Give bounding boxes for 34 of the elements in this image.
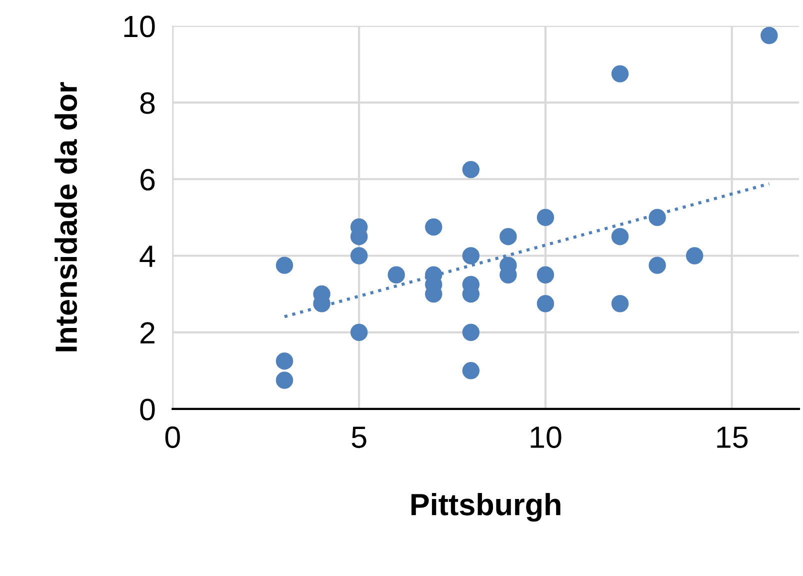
point [648,208,666,226]
point [350,324,368,341]
point [276,256,294,274]
x-tick-label: 15 [717,426,748,448]
point [276,352,294,370]
point [462,247,480,264]
point [536,208,554,226]
point [425,218,442,236]
point [500,228,517,246]
y-tick-label: 4 [140,246,156,267]
x-tick-label: 10 [530,426,562,448]
x-tick-label: 0 [165,426,180,448]
point [462,362,480,380]
y-tick-label: 0 [140,398,155,420]
y-tick-label: 2 [140,322,154,344]
point [462,324,480,341]
point [350,247,368,264]
y-axis-title: Intensidade da dor [54,82,78,352]
point [536,295,554,312]
point [388,266,405,284]
y-tick-label: 6 [140,168,155,191]
point [276,372,294,389]
point [536,266,554,284]
point [611,65,629,82]
point [611,228,629,246]
point [648,256,666,274]
y-tick-label: 10 [124,16,155,38]
x-tick-label: 5 [352,426,366,448]
point [760,26,778,44]
point [686,247,704,264]
point [611,295,629,312]
x-axis-title: Pittsburgh [411,493,560,522]
y-tick-label: 8 [140,92,155,114]
point [462,160,480,178]
